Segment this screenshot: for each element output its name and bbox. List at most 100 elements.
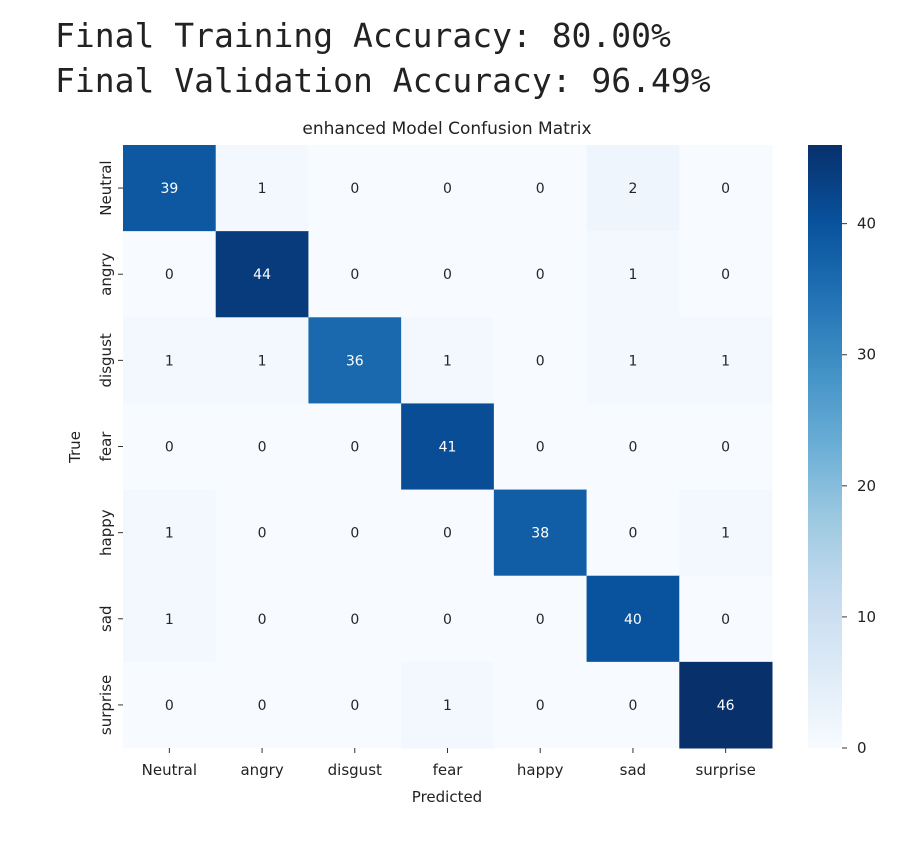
cell-value-label: 0 (628, 526, 637, 542)
heatmap-cell (679, 575, 773, 663)
cell-value-label: 40 (624, 612, 642, 628)
cell-value-label: 0 (350, 612, 359, 628)
heatmap-cell (401, 145, 495, 232)
cell-value-label: 36 (346, 353, 364, 369)
x-tick-label: Neutral (142, 761, 197, 779)
heatmap-cell (679, 489, 773, 577)
heatmap-cell (215, 317, 309, 404)
heatmap-cell (493, 231, 588, 318)
cell-value-label: 0 (258, 440, 267, 456)
x-axis-label: Predicted (412, 788, 482, 806)
heatmap-cell (123, 489, 217, 577)
heatmap-cell (308, 403, 402, 491)
heatmap-cell (215, 145, 309, 232)
cell-value-label: 46 (717, 698, 735, 714)
cell-value-label: 0 (258, 526, 267, 542)
cell-value-label: 0 (721, 181, 730, 197)
heatmap-cell (586, 489, 680, 577)
x-tick-label: angry (240, 761, 283, 779)
heatmap-cell (123, 231, 217, 318)
cell-value-label: 41 (439, 440, 457, 456)
colorbar-tick-label: 20 (857, 477, 876, 495)
cell-value-label: 1 (258, 353, 267, 369)
heatmap-cell (123, 145, 217, 232)
y-tick-label: happy (97, 509, 115, 556)
heatmap-cell (123, 575, 217, 663)
y-axis-label: True (66, 431, 84, 464)
heatmap-cell (401, 661, 495, 749)
heatmap-cell (679, 403, 773, 491)
y-tick-label: disgust (97, 333, 115, 387)
heatmap-cell (308, 145, 402, 232)
colorbar (808, 145, 842, 748)
heatmap-cell (679, 145, 773, 232)
heatmap-cell (215, 575, 309, 663)
validation-accuracy-text: Final Validation Accuracy: 96.49% (55, 61, 711, 100)
heatmap-cell (308, 489, 402, 577)
cell-value-label: 0 (258, 612, 267, 628)
heatmap-cell (493, 661, 588, 749)
cell-value-label: 0 (165, 698, 174, 714)
heatmap-cell (679, 317, 773, 404)
cell-value-label: 0 (350, 267, 359, 283)
heatmap-cell (493, 145, 588, 232)
heatmap-cell (586, 231, 680, 318)
colorbar-tick-label: 30 (857, 346, 876, 364)
cell-value-label: 1 (721, 526, 730, 542)
cell-value-label: 38 (531, 526, 549, 542)
heatmap-cell (401, 231, 495, 318)
heatmap-cell (493, 317, 588, 404)
heatmap-cell (308, 661, 402, 749)
colorbar-tick-label: 40 (857, 215, 876, 233)
heatmap-cell (215, 231, 309, 318)
cell-value-label: 1 (258, 181, 267, 197)
cell-value-label: 0 (628, 698, 637, 714)
cell-value-label: 0 (443, 526, 452, 542)
x-tick-label: sad (620, 761, 647, 779)
heatmap-cell (401, 575, 495, 663)
cell-value-label: 0 (721, 440, 730, 456)
cell-value-label: 1 (628, 267, 637, 283)
cell-value-label: 1 (165, 612, 174, 628)
cell-value-label: 0 (536, 267, 545, 283)
y-tick-label: Neutral (97, 160, 115, 215)
heatmap-cell (215, 489, 309, 577)
cell-value-label: 0 (443, 267, 452, 283)
heatmap-cell (679, 661, 773, 749)
heatmap-cell (493, 489, 588, 577)
cell-value-label: 0 (536, 181, 545, 197)
cell-value-label: 0 (350, 526, 359, 542)
training-accuracy-text: Final Training Accuracy: 80.00% (55, 16, 671, 55)
cell-value-label: 0 (536, 612, 545, 628)
heatmap-cell (493, 575, 588, 663)
cell-value-label: 0 (165, 440, 174, 456)
cell-value-label: 0 (258, 698, 267, 714)
cell-value-label: 1 (721, 353, 730, 369)
heatmap-cell (123, 403, 217, 491)
cell-value-label: 1 (628, 353, 637, 369)
heatmap-cell (586, 317, 680, 404)
heatmap-cell (401, 403, 495, 491)
cell-value-label: 0 (165, 267, 174, 283)
x-tick-label: fear (433, 761, 464, 779)
y-tick-label: surprise (97, 675, 115, 735)
cell-value-label: 2 (628, 181, 637, 197)
x-tick-label: happy (517, 761, 564, 779)
heatmap-cell (308, 317, 402, 404)
cell-value-label: 0 (721, 612, 730, 628)
heatmap-cell (679, 231, 773, 318)
heatmap-cell (123, 661, 217, 749)
heatmap-cell (586, 145, 680, 232)
heatmap-cell (308, 231, 402, 318)
colorbar-tick-label: 0 (857, 739, 867, 757)
cell-value-label: 0 (443, 612, 452, 628)
cell-value-label: 0 (628, 440, 637, 456)
y-tick-label: angry (97, 252, 115, 295)
heatmap-cell (215, 403, 309, 491)
heatmap-cell (493, 403, 588, 491)
heatmap-cell (586, 403, 680, 491)
cell-value-label: 0 (536, 698, 545, 714)
y-tick-label: fear (97, 431, 115, 462)
